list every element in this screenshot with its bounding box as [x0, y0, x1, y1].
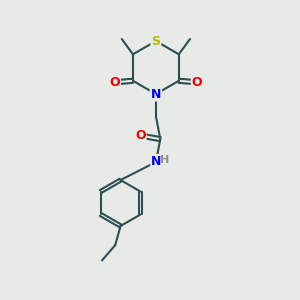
- Text: H: H: [160, 155, 169, 165]
- Text: O: O: [110, 76, 120, 89]
- Text: S: S: [152, 34, 160, 48]
- Text: N: N: [151, 155, 162, 168]
- Text: O: O: [192, 76, 203, 89]
- Text: O: O: [135, 129, 146, 142]
- Text: N: N: [151, 88, 161, 100]
